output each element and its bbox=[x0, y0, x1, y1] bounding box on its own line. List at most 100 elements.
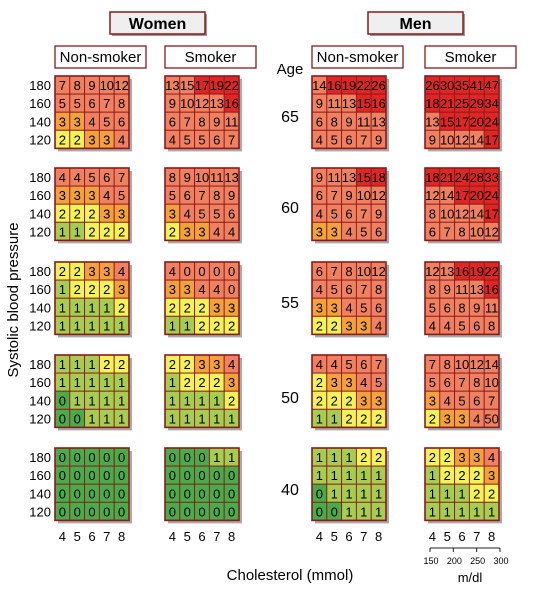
cell-value: 12 bbox=[371, 188, 385, 203]
cell-value: 0 bbox=[169, 486, 176, 501]
cell-value: 10 bbox=[357, 188, 371, 203]
cell-value: 0 bbox=[118, 450, 125, 465]
cell-value: 1 bbox=[103, 393, 110, 408]
cell-value: 0 bbox=[103, 450, 110, 465]
cell-value: 19 bbox=[470, 264, 484, 279]
cell-value: 13 bbox=[342, 170, 356, 185]
cell-value: 3 bbox=[345, 318, 352, 333]
x-tick-label: 6 bbox=[198, 529, 205, 544]
cell-value: 1 bbox=[360, 486, 367, 501]
cell-value: 10 bbox=[195, 170, 209, 185]
cell-value: 26 bbox=[371, 78, 385, 93]
cell-value: 1 bbox=[213, 450, 220, 465]
cell-value: 2 bbox=[59, 264, 66, 279]
cell-value: 1 bbox=[169, 393, 176, 408]
cell-value: 3 bbox=[331, 224, 338, 239]
panel-border bbox=[54, 354, 130, 429]
cell-value: 1 bbox=[74, 224, 81, 239]
x-tick-label: 6 bbox=[88, 529, 95, 544]
cell-value: 1 bbox=[316, 450, 323, 465]
cell-value: 0 bbox=[88, 468, 95, 483]
cell-value: 5 bbox=[360, 300, 367, 315]
cell-value: 18 bbox=[425, 96, 439, 111]
cell-value: 2 bbox=[360, 450, 367, 465]
cell-value: 3 bbox=[103, 206, 110, 221]
cell-value: 11 bbox=[327, 170, 341, 185]
cell-value: 3 bbox=[59, 114, 66, 129]
cell-value: 2 bbox=[345, 411, 352, 426]
bp-label: 160 bbox=[29, 96, 51, 111]
x-tick-label: 4 bbox=[59, 529, 66, 544]
cell-value: 0 bbox=[316, 486, 323, 501]
bp-label: 160 bbox=[29, 375, 51, 390]
cell-value: 9 bbox=[184, 170, 191, 185]
cell-value: 3 bbox=[103, 132, 110, 147]
cell-value: 2 bbox=[103, 357, 110, 372]
cell-value: 3 bbox=[184, 224, 191, 239]
cell-value: 10 bbox=[455, 357, 469, 372]
cell-value: 1 bbox=[118, 375, 125, 390]
cell-value: 8 bbox=[213, 188, 220, 203]
x-tick-label: 7 bbox=[103, 529, 110, 544]
cell-value: 6 bbox=[473, 393, 480, 408]
cell-value: 14 bbox=[470, 206, 484, 221]
cell-value: 8 bbox=[118, 96, 125, 111]
cell-value: 2 bbox=[118, 224, 125, 239]
cell-value: 13 bbox=[165, 78, 179, 93]
cell-value: 2 bbox=[169, 300, 176, 315]
cell-value: 5 bbox=[458, 393, 465, 408]
cell-value: 7 bbox=[118, 170, 125, 185]
cell-value: 28 bbox=[470, 170, 484, 185]
cell-value: 11 bbox=[455, 282, 469, 297]
cell-value: 13 bbox=[342, 96, 356, 111]
cell-value: 2 bbox=[59, 132, 66, 147]
cell-value: 3 bbox=[316, 224, 323, 239]
cell-value: 0 bbox=[316, 504, 323, 519]
cell-value: 14 bbox=[470, 132, 484, 147]
cell-value: 2 bbox=[198, 375, 205, 390]
cell-value: 3 bbox=[184, 282, 191, 297]
cell-value: 8 bbox=[331, 114, 338, 129]
group-header-box bbox=[367, 11, 464, 35]
x-axis-title: Cholesterol (mmol) bbox=[227, 567, 354, 584]
group-header-label: Men bbox=[400, 16, 432, 33]
cell-value: 4 bbox=[488, 450, 495, 465]
cell-value: 0 bbox=[213, 264, 220, 279]
cell-value: 0 bbox=[169, 468, 176, 483]
cell-value: 1 bbox=[88, 411, 95, 426]
cell-value: 0 bbox=[213, 468, 220, 483]
cell-value: 17 bbox=[195, 78, 209, 93]
cell-value: 2 bbox=[444, 468, 451, 483]
cell-value: 9 bbox=[473, 300, 480, 315]
cell-value: 4 bbox=[473, 411, 480, 426]
cell-value: 11 bbox=[357, 114, 371, 129]
cell-value: 4 bbox=[88, 114, 95, 129]
cell-value: 1 bbox=[74, 393, 81, 408]
cell-value: 2 bbox=[198, 318, 205, 333]
cell-value: 6 bbox=[213, 132, 220, 147]
cell-value: 9 bbox=[345, 188, 352, 203]
cell-value: 1 bbox=[59, 375, 66, 390]
bp-label: 180 bbox=[29, 170, 51, 185]
cell-value: 0 bbox=[88, 450, 95, 465]
cell-value: 9 bbox=[316, 96, 323, 111]
bp-label: 120 bbox=[29, 132, 51, 147]
cell-value: 9 bbox=[88, 78, 95, 93]
cell-value: 7 bbox=[444, 224, 451, 239]
cell-value: 10 bbox=[440, 132, 454, 147]
cell-value: 9 bbox=[316, 170, 323, 185]
cell-value: 5 bbox=[458, 318, 465, 333]
x-tick-label: 7 bbox=[360, 529, 367, 544]
cell-value: 0 bbox=[74, 504, 81, 519]
cell-value: 0 bbox=[184, 450, 191, 465]
cell-value: 5 bbox=[331, 282, 338, 297]
status-header-box bbox=[311, 45, 404, 69]
cell-value: 7 bbox=[331, 264, 338, 279]
cell-value: 2 bbox=[88, 282, 95, 297]
cell-value: 13 bbox=[425, 114, 439, 129]
cell-value: 22 bbox=[224, 78, 238, 93]
cell-value: 15 bbox=[440, 114, 454, 129]
cell-value: 6 bbox=[118, 114, 125, 129]
cell-value: 16 bbox=[327, 78, 341, 93]
cell-value: 7 bbox=[375, 357, 382, 372]
